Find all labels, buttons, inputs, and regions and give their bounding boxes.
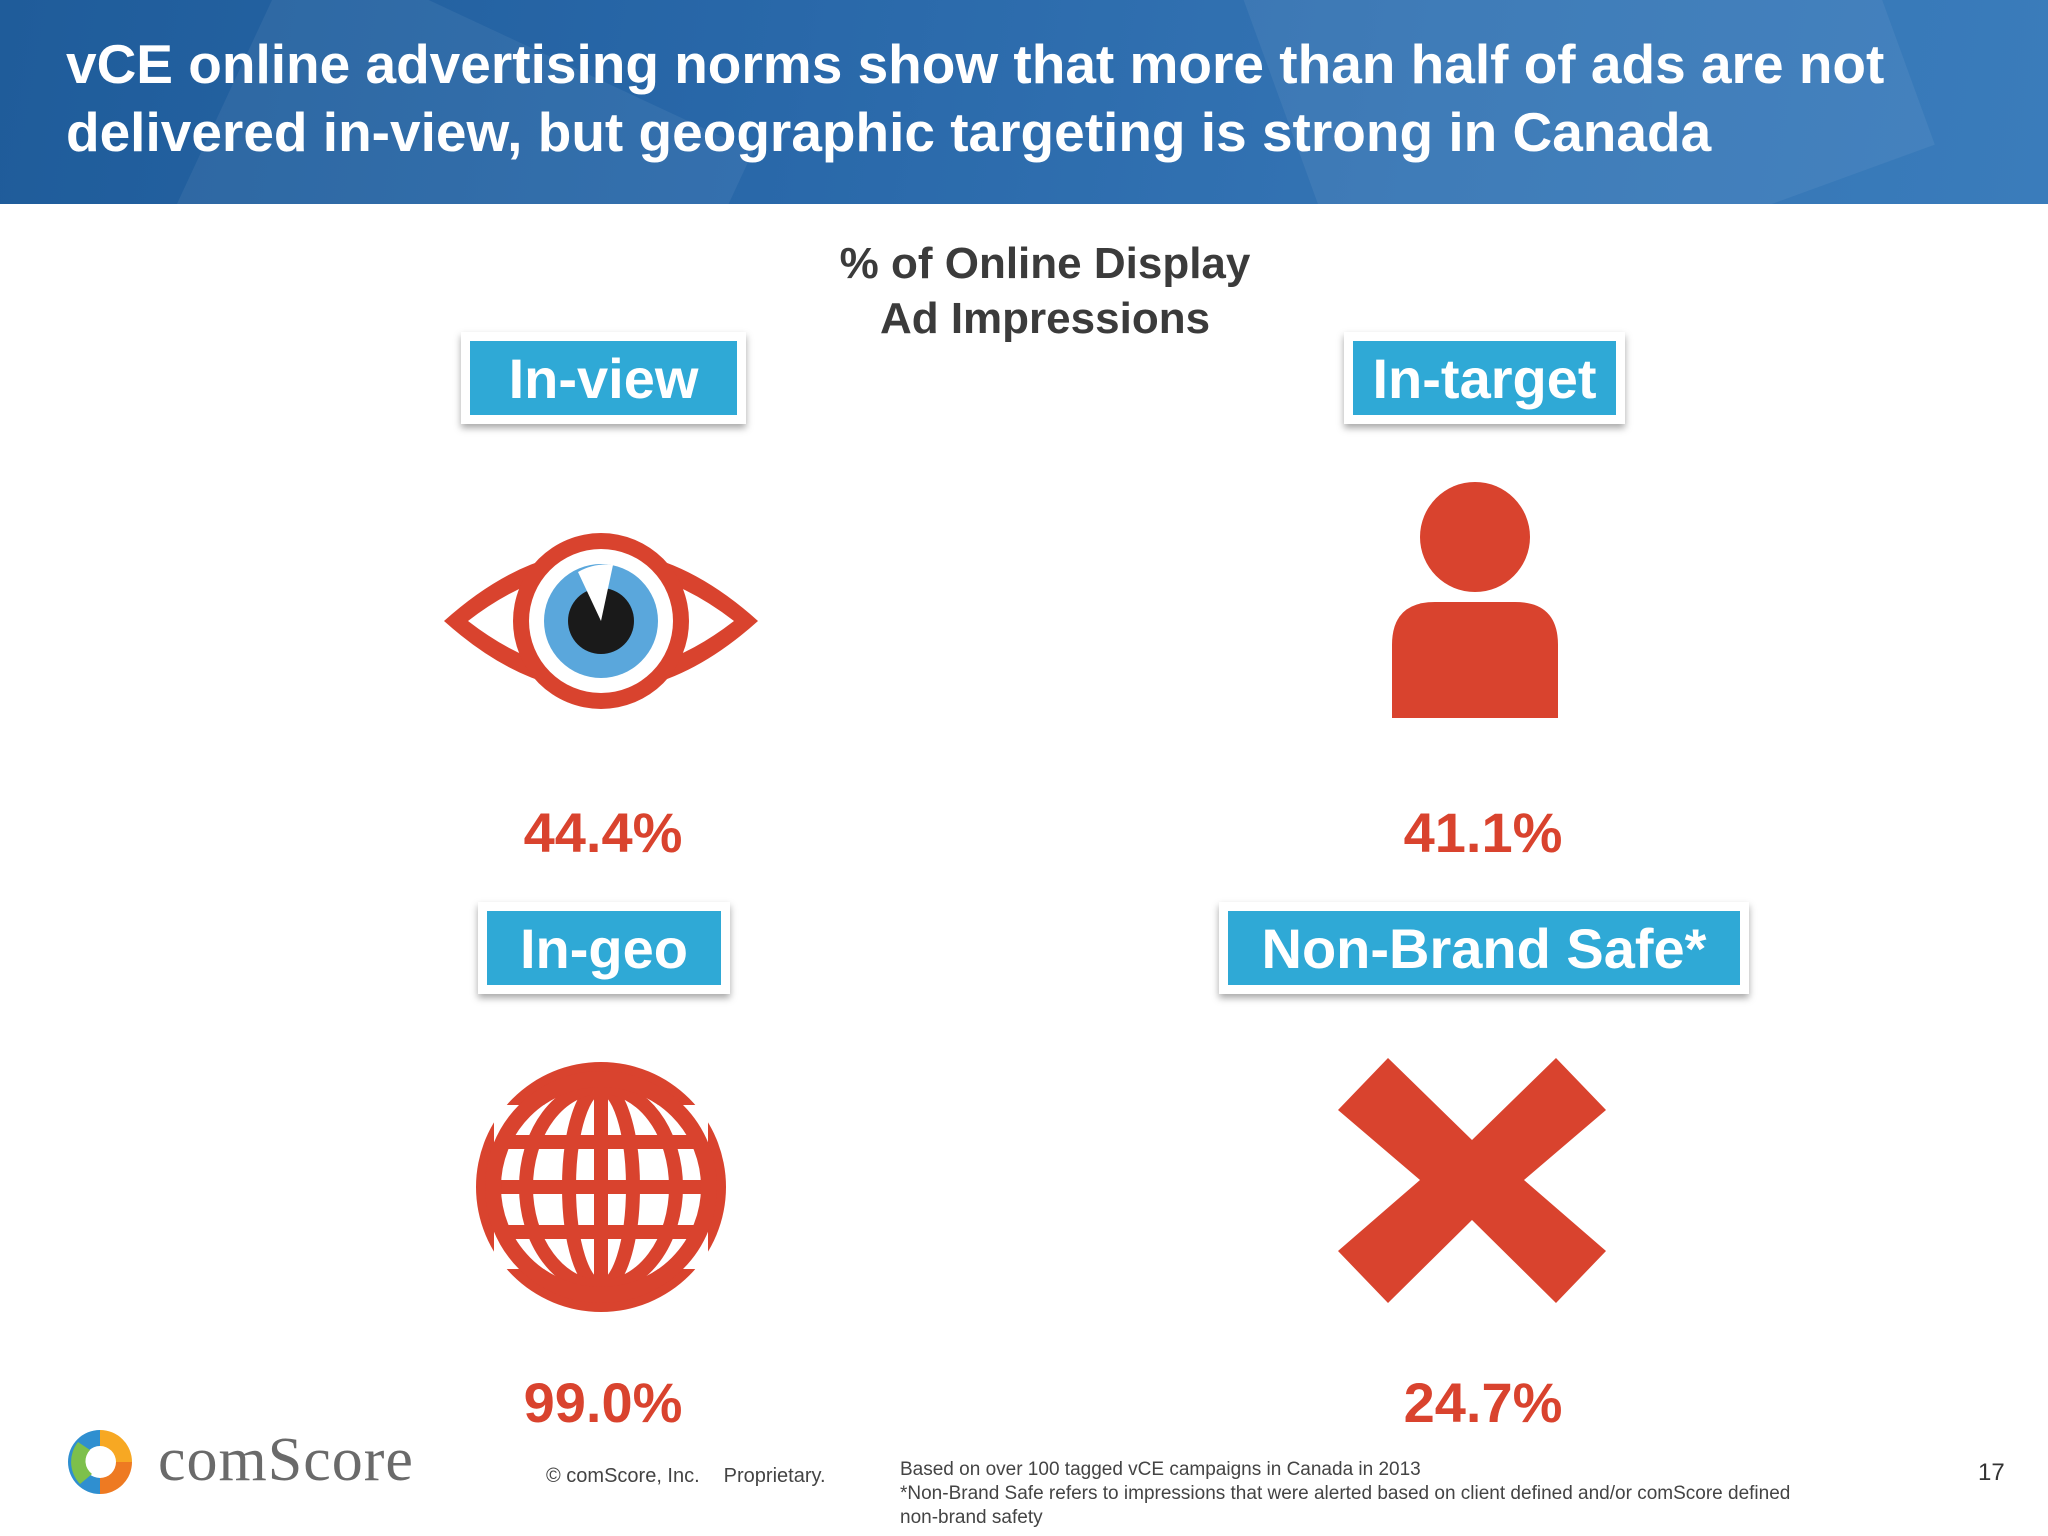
- in-view-label: In-view: [461, 332, 746, 424]
- comscore-brand-name: comScore: [158, 1426, 414, 1494]
- footer-copyright: © comScore, Inc. Proprietary.: [546, 1465, 826, 1488]
- in-geo-label: In-geo: [478, 902, 730, 994]
- copyright-text: © comScore, Inc.: [546, 1465, 700, 1487]
- in-geo-value: 99.0%: [523, 1371, 683, 1434]
- non-brand-safe-value: 24.7%: [1403, 1371, 1563, 1434]
- subtitle-line-1: % of Online Display: [839, 239, 1251, 288]
- footer-note-line-1: Based on over 100 tagged vCE campaigns i…: [900, 1459, 1421, 1480]
- footer-note-line-2: *Non-Brand Safe refers to impressions th…: [900, 1483, 1791, 1504]
- footer-note-line-3: non-brand safety: [900, 1507, 1043, 1528]
- slide-title: vCE online advertising norms show that m…: [66, 33, 1885, 163]
- header-banner: vCE online advertising norms show that m…: [0, 0, 2048, 204]
- globe-icon: [476, 1062, 726, 1312]
- chart-subtitle: % of Online Display Ad Impressions: [745, 236, 1345, 346]
- subtitle-line-2: Ad Impressions: [879, 294, 1211, 343]
- comscore-logo-icon: [68, 1430, 132, 1494]
- page-number: 17: [1978, 1459, 2005, 1486]
- eye-icon: [444, 533, 758, 709]
- footer-note: Based on over 100 tagged vCE campaigns i…: [900, 1458, 1900, 1530]
- person-icon: [1392, 482, 1558, 718]
- in-target-value: 41.1%: [1403, 801, 1563, 864]
- in-target-label: In-target: [1344, 332, 1625, 424]
- proprietary-text: Proprietary.: [723, 1465, 826, 1487]
- x-icon: [1338, 1058, 1606, 1303]
- non-brand-safe-label: Non-Brand Safe*: [1219, 902, 1749, 994]
- in-view-value: 44.4%: [523, 801, 683, 864]
